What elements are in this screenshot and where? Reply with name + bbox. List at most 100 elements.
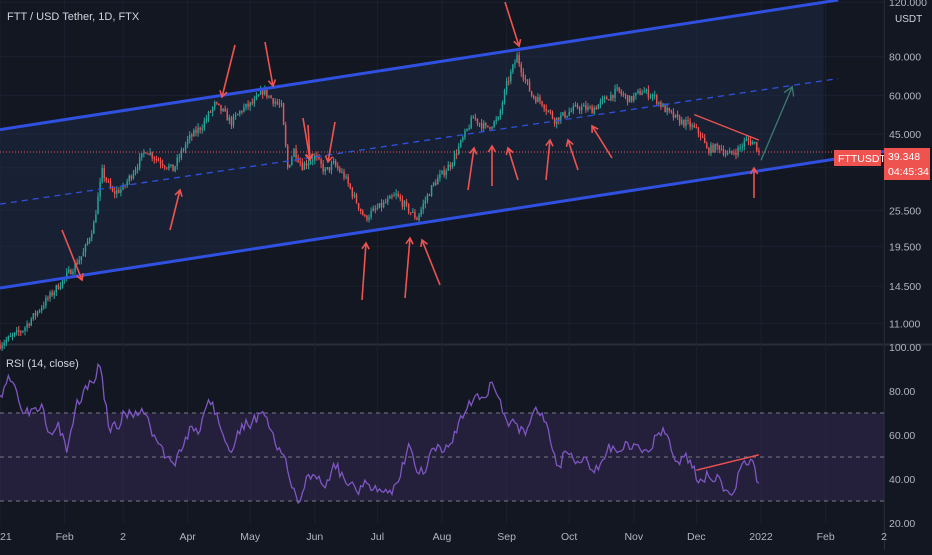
candle-body — [495, 119, 497, 122]
channel-upper-line[interactable] — [0, 0, 839, 132]
candle-body — [601, 98, 604, 101]
candle-body — [184, 144, 187, 150]
candle-body — [293, 148, 295, 157]
annotation-arrowhead — [405, 236, 414, 245]
candle-body — [449, 164, 452, 168]
candle-body — [347, 176, 349, 184]
annotation-arrow — [221, 44, 236, 98]
candle-body — [349, 183, 351, 189]
candle-body — [272, 98, 274, 104]
annotation-arrow — [504, 1, 520, 47]
channel-mid-line[interactable] — [0, 77, 839, 205]
candle-body — [209, 112, 212, 114]
candle-body — [203, 120, 206, 129]
candle-body — [303, 163, 306, 170]
candle-body — [649, 96, 652, 98]
candle-body — [622, 94, 625, 96]
down-trendline[interactable] — [694, 113, 760, 141]
candle-body — [387, 198, 389, 203]
candle-body — [745, 138, 748, 141]
candle-body — [639, 90, 641, 95]
candle-body — [553, 118, 556, 124]
candle-body — [597, 104, 600, 110]
rsi-title[interactable]: RSI (14, close) — [6, 358, 79, 370]
candle-body — [230, 117, 233, 126]
candle-body — [501, 102, 504, 111]
candle-body — [530, 91, 533, 97]
price-pane[interactable] — [0, 0, 885, 352]
candle-body — [111, 187, 114, 192]
candle-body — [228, 117, 231, 121]
candle-body — [547, 110, 550, 112]
candle-body — [320, 158, 322, 164]
candle-body — [735, 153, 737, 155]
last-price-value: 39.348 — [888, 151, 920, 163]
candle-body — [243, 107, 245, 112]
candle-body — [218, 103, 220, 105]
countdown-value: 04:45:34 — [888, 166, 929, 178]
candle-body — [733, 152, 735, 154]
candle-body — [305, 163, 308, 166]
candle-body — [49, 292, 51, 299]
candle-body — [678, 116, 681, 124]
candle-body — [84, 244, 87, 253]
price-tick-label: 25.500 — [889, 205, 921, 217]
projection-arrow-line[interactable] — [760, 86, 793, 161]
candle-body — [470, 117, 472, 129]
candle-body — [714, 143, 716, 152]
candle-body — [207, 112, 210, 119]
ticker-tag-bg — [834, 150, 881, 166]
annotation-arrowhead — [565, 138, 574, 148]
candle-body — [116, 190, 118, 194]
candle-body — [497, 116, 500, 120]
rsi-line[interactable] — [0, 362, 760, 505]
candle-body — [20, 331, 22, 333]
price-tick-label: 11.000 — [889, 318, 920, 330]
candle-body — [255, 96, 258, 100]
candle-body — [24, 327, 26, 331]
candle-body — [399, 196, 402, 200]
candle-body — [328, 167, 331, 171]
candle-body — [251, 102, 254, 104]
candle-body — [514, 62, 516, 65]
candle-body — [318, 157, 320, 159]
candle-body — [739, 147, 741, 149]
rsi-pane[interactable] — [0, 362, 884, 505]
annotation-arrowhead — [420, 238, 429, 248]
candle-body — [560, 115, 562, 122]
candle-body — [9, 335, 12, 337]
candle-body — [136, 167, 139, 170]
candle-body — [451, 163, 454, 168]
candle-body — [491, 127, 493, 129]
candle-body — [751, 142, 754, 145]
candle-body — [345, 176, 347, 178]
candle-body — [264, 89, 266, 95]
candle-body — [126, 181, 128, 186]
price-tick-label: 60.000 — [889, 90, 921, 102]
symbol-title[interactable]: FTT / USD Tether, 1D, FTX — [7, 11, 140, 23]
candle-body — [572, 106, 575, 111]
candle-body — [706, 143, 708, 148]
candle-body — [403, 201, 406, 207]
candle-body — [691, 125, 693, 127]
candle-body — [618, 87, 620, 92]
x-tick-label: Oct — [561, 531, 577, 543]
channel-lower-line[interactable] — [0, 150, 885, 290]
candle-body — [447, 164, 449, 171]
axis-layer: 2021 Feb 2 Apr May Jun Jul Aug Sep Oct Nov Dec 2022 F… — [0, 0, 927, 543]
x-tick-label: Jun — [306, 531, 323, 543]
rsi-divergence-line[interactable] — [696, 454, 760, 471]
candle-body — [295, 148, 297, 158]
x-tick-label: May — [240, 531, 261, 543]
x-tick-label: Nov — [624, 531, 643, 543]
candle-body — [674, 114, 677, 118]
candle-body — [633, 95, 635, 101]
candle-body — [326, 167, 329, 170]
candle-body — [756, 141, 758, 151]
x-tick-label: Feb — [817, 531, 835, 543]
candle-body — [645, 89, 648, 92]
candle-body — [155, 158, 158, 160]
candle-body — [351, 188, 354, 197]
candle-body — [86, 241, 89, 245]
candle-body — [301, 162, 304, 170]
